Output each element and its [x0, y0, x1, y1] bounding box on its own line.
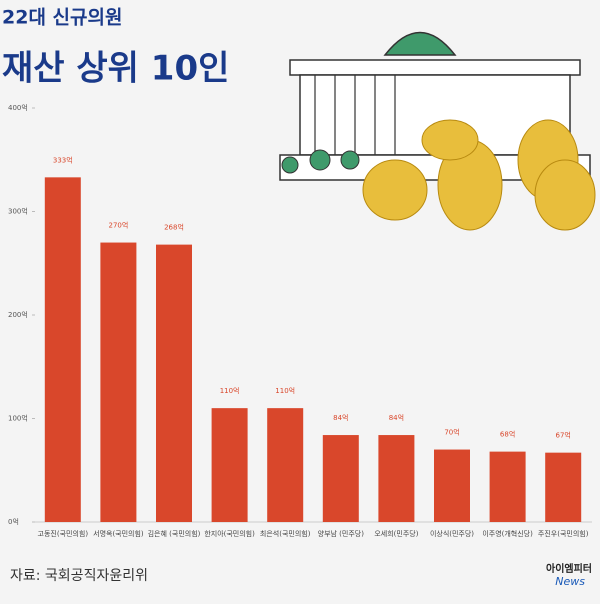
bar [489, 451, 526, 522]
chart-subtitle: 재산 상위 10인 [2, 49, 229, 89]
value-label: 84억 [389, 414, 404, 422]
x-tick-label: 한지아(국민의힘) [204, 529, 255, 538]
bar [322, 435, 359, 522]
value-label: 84억 [333, 414, 348, 422]
bar [156, 244, 192, 522]
bar [267, 408, 304, 522]
x-tick-label: 이상식(민주당) [430, 529, 474, 538]
x-tick-label: 주진우(국민의힘) [538, 529, 589, 538]
y-tick-label: 0억 [8, 518, 19, 526]
bar [44, 177, 81, 522]
bar [545, 452, 582, 522]
value-label: 333억 [53, 156, 73, 164]
y-tick-label: 200억 [8, 311, 28, 319]
value-label: 268억 [164, 224, 184, 232]
y-tick-label: 100억 [8, 415, 28, 423]
x-tick-label: 오세희(민주당) [374, 529, 418, 538]
value-label: 270억 [108, 222, 128, 230]
y-tick-label: 400억 [8, 104, 28, 112]
value-label: 67억 [556, 432, 571, 440]
bar [100, 242, 137, 523]
x-tick-label: 서명옥(국민의힘) [93, 529, 144, 538]
bar [378, 435, 415, 522]
bar [434, 449, 470, 522]
value-label: 110억 [220, 387, 240, 395]
value-label: 70억 [444, 429, 459, 437]
x-tick-label: 양부남 (민주당) [318, 529, 365, 538]
x-tick-label: 최은석(국민의힘) [260, 529, 311, 538]
logo: News [555, 575, 585, 588]
x-tick-label: 고동진(국민의힘) [38, 529, 89, 538]
illustration [279, 31, 596, 231]
x-tick-label: 김은혜 (국민의힘) [148, 529, 201, 538]
value-label: 68억 [500, 431, 515, 439]
value-label: 110억 [275, 387, 295, 395]
y-tick-label: 300억 [8, 208, 28, 216]
bar [211, 408, 248, 522]
x-tick-label: 이주영(개혁신당) [482, 529, 533, 538]
source: 자료: 국회공직자윤리위 [10, 568, 148, 584]
chart-title: 22대 신규의원 [2, 7, 122, 29]
logo: 아이엠피터 [546, 562, 592, 575]
